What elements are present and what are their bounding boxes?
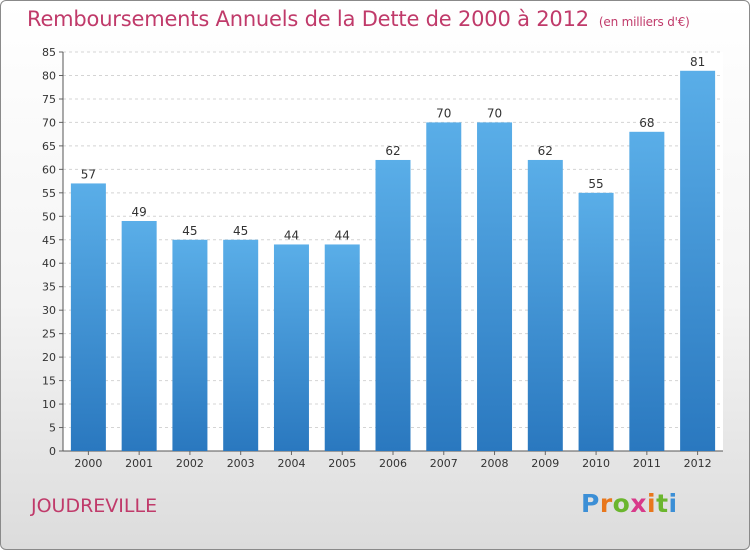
logo-letter: P <box>581 489 600 518</box>
bar <box>273 244 309 451</box>
logo-letter: i <box>647 489 657 518</box>
bar <box>527 159 563 451</box>
bar <box>121 220 157 451</box>
bar <box>426 122 462 451</box>
logo-letter: t <box>656 489 669 518</box>
bar <box>477 122 513 451</box>
x-tick-label: 2005 <box>328 457 356 470</box>
x-tick-label: 2008 <box>481 457 509 470</box>
y-tick-label: 20 <box>42 351 56 364</box>
town-name: JOUDREVILLE <box>31 495 158 517</box>
y-tick-label: 55 <box>42 187 56 200</box>
bar <box>172 239 208 451</box>
data-label: 70 <box>487 106 502 120</box>
chart-title: Remboursements Annuels de la Dette de 20… <box>27 7 690 31</box>
y-tick-label: 75 <box>42 93 56 106</box>
chart-title-text: Remboursements Annuels de la Dette de 20… <box>27 7 589 31</box>
x-tick-label: 2000 <box>74 457 102 470</box>
bar <box>70 183 106 451</box>
x-tick-label: 2007 <box>430 457 458 470</box>
x-tick-label: 2004 <box>277 457 305 470</box>
y-tick-label: 15 <box>42 375 56 388</box>
y-tick-label: 40 <box>42 257 56 270</box>
y-tick-label: 50 <box>42 210 56 223</box>
logo-letter: x <box>630 489 647 518</box>
y-tick-label: 65 <box>42 140 56 153</box>
x-tick-label: 2006 <box>379 457 407 470</box>
data-label: 55 <box>588 177 603 191</box>
y-tick-label: 30 <box>42 304 56 317</box>
bar <box>223 239 259 451</box>
chart-subtitle: (en milliers d'€) <box>598 15 690 29</box>
data-label: 44 <box>284 228 299 242</box>
proxiti-logo[interactable]: Proxiti <box>581 489 678 518</box>
data-label: 57 <box>81 167 96 181</box>
data-label: 81 <box>690 55 705 69</box>
data-label: 68 <box>639 116 654 130</box>
x-tick-label: 2010 <box>582 457 610 470</box>
y-tick-label: 0 <box>49 445 56 458</box>
x-tick-label: 2012 <box>684 457 712 470</box>
y-tick-label: 10 <box>42 398 56 411</box>
logo-letter: r <box>599 489 613 518</box>
y-tick-label: 60 <box>42 163 56 176</box>
y-tick-label: 35 <box>42 281 56 294</box>
logo-letter: o <box>612 489 631 518</box>
y-tick-label: 25 <box>42 328 56 341</box>
bar <box>578 192 614 451</box>
data-label: 62 <box>538 144 553 158</box>
y-tick-label: 5 <box>49 422 56 435</box>
logo-letter: i <box>668 489 678 518</box>
x-tick-label: 2009 <box>531 457 559 470</box>
y-tick-label: 45 <box>42 234 56 247</box>
data-label: 70 <box>436 106 451 120</box>
data-label: 44 <box>335 228 350 242</box>
x-tick-label: 2003 <box>227 457 255 470</box>
bar <box>680 70 716 451</box>
data-label: 62 <box>385 144 400 158</box>
x-tick-label: 2001 <box>125 457 153 470</box>
x-tick-label: 2011 <box>633 457 661 470</box>
data-label: 49 <box>132 205 147 219</box>
y-tick-label: 85 <box>42 46 56 59</box>
bar <box>375 159 411 451</box>
y-tick-label: 70 <box>42 116 56 129</box>
x-tick-label: 2002 <box>176 457 204 470</box>
y-tick-label: 80 <box>42 69 56 82</box>
bar <box>324 244 360 451</box>
bar <box>629 131 665 452</box>
data-label: 45 <box>233 224 248 238</box>
data-label: 45 <box>182 224 197 238</box>
